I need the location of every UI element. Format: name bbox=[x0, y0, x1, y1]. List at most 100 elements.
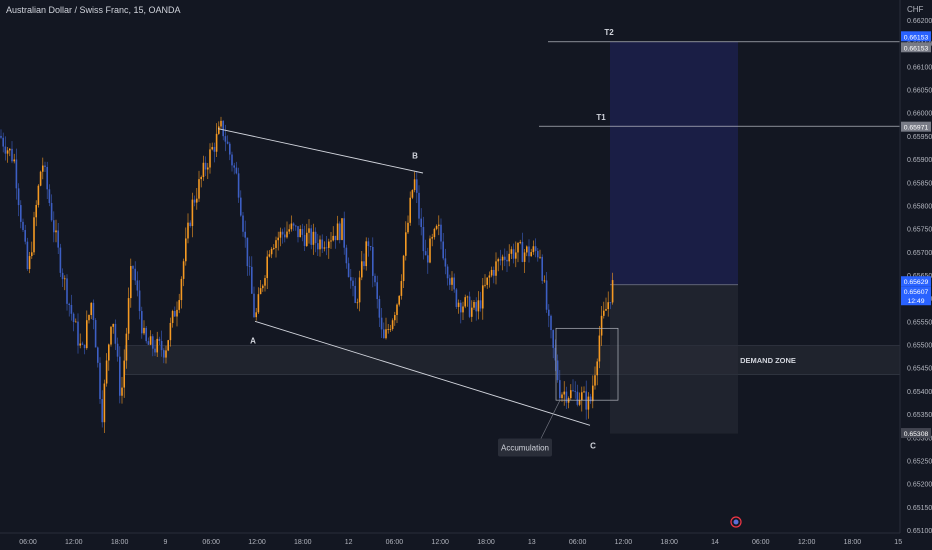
candle-body bbox=[611, 280, 614, 303]
candle-body bbox=[495, 261, 497, 276]
candle-body bbox=[297, 226, 299, 238]
candle-body bbox=[24, 230, 26, 242]
candle-body bbox=[519, 241, 521, 243]
candle-body bbox=[424, 251, 427, 256]
candle-body bbox=[332, 235, 334, 241]
candle-body bbox=[28, 256, 31, 270]
candle-body bbox=[365, 241, 367, 267]
price-label-box bbox=[901, 276, 931, 287]
candle-body bbox=[233, 165, 235, 168]
candle-body bbox=[116, 343, 119, 357]
candle-body bbox=[92, 302, 95, 321]
time-axis[interactable]: 06:00 12:00 18:00 9 06:00 12:00 18:00 12 06:00 12… bbox=[0, 516, 902, 546]
candle-body bbox=[400, 281, 403, 296]
candle-body bbox=[521, 241, 524, 262]
candle-body bbox=[39, 171, 42, 186]
candle-body bbox=[255, 312, 257, 318]
currency-label: CHF bbox=[907, 5, 924, 14]
candle-body bbox=[583, 391, 585, 393]
time-tick-label: 15 bbox=[894, 539, 902, 546]
candle-body bbox=[220, 120, 222, 127]
candle-body bbox=[215, 133, 218, 152]
candle-body bbox=[493, 269, 495, 276]
candle-body bbox=[581, 392, 583, 401]
candle-body bbox=[435, 225, 438, 229]
candle-body bbox=[229, 143, 231, 155]
candle-body bbox=[277, 237, 279, 241]
candle-body bbox=[594, 375, 596, 386]
candle-body bbox=[321, 239, 323, 249]
price-tick-label: 0.65100 bbox=[907, 528, 932, 535]
candle-body bbox=[244, 231, 246, 238]
candle-body bbox=[402, 255, 405, 282]
candle-body bbox=[572, 390, 574, 391]
candle-body bbox=[512, 249, 515, 259]
price-tick-label: 0.65700 bbox=[907, 250, 932, 257]
price-tick-label: 0.65400 bbox=[907, 389, 932, 396]
candle-body bbox=[449, 278, 451, 285]
candle-body bbox=[259, 288, 262, 295]
candle-body bbox=[204, 162, 207, 170]
time-tick-label: 06:00 bbox=[569, 539, 587, 546]
candle-body bbox=[301, 229, 304, 235]
candle-body bbox=[275, 240, 277, 248]
candle-body bbox=[237, 173, 240, 198]
candle-body bbox=[380, 317, 383, 330]
candle-body bbox=[409, 197, 411, 223]
candle-body bbox=[125, 333, 128, 361]
candle-body bbox=[253, 293, 255, 318]
candle-body bbox=[411, 190, 414, 198]
candle-body bbox=[50, 203, 53, 221]
candle-body bbox=[325, 247, 328, 249]
candle-body bbox=[563, 391, 565, 395]
candle-body bbox=[510, 249, 513, 254]
candle-body bbox=[387, 329, 389, 330]
candle-body bbox=[462, 306, 464, 313]
candle-body bbox=[440, 224, 442, 242]
drawings-layer: Accumulation A B C DEMAND ZONE T1 T2 bbox=[217, 28, 900, 457]
candle-body bbox=[548, 309, 550, 316]
point-a-label: A bbox=[250, 337, 256, 346]
candle-body bbox=[167, 340, 169, 351]
candle-body bbox=[416, 179, 418, 193]
candle-body bbox=[490, 269, 493, 276]
candle-body bbox=[165, 350, 167, 358]
candle-body bbox=[66, 278, 68, 304]
candle-body bbox=[457, 302, 460, 307]
candle-body bbox=[466, 296, 469, 298]
candle-body bbox=[138, 290, 141, 312]
demand-zone-label: DEMAND ZONE bbox=[740, 356, 796, 365]
candle-body bbox=[545, 280, 548, 310]
candle-body bbox=[147, 341, 150, 345]
candle-body bbox=[53, 220, 55, 233]
candle-body bbox=[383, 329, 385, 339]
candle-body bbox=[119, 356, 121, 396]
candle-body bbox=[121, 387, 123, 396]
candle-body bbox=[497, 259, 499, 262]
candle-body bbox=[240, 197, 242, 216]
candle-body bbox=[310, 228, 312, 245]
time-tick-label: 06:00 bbox=[386, 539, 404, 546]
candle-body bbox=[396, 304, 398, 316]
candle-body bbox=[354, 285, 356, 303]
candle-body bbox=[405, 232, 407, 256]
candle-body bbox=[57, 230, 59, 248]
candle-body bbox=[61, 272, 64, 280]
candle-body bbox=[341, 218, 343, 240]
candle-body bbox=[339, 223, 341, 240]
candle-body bbox=[231, 154, 233, 166]
candle-body bbox=[451, 277, 453, 285]
price-tick-label: 0.65750 bbox=[907, 227, 932, 234]
candle-body bbox=[55, 230, 57, 233]
candle-body bbox=[176, 309, 178, 317]
candle-body bbox=[609, 302, 612, 304]
candle-body bbox=[537, 250, 539, 258]
candle-body bbox=[605, 309, 607, 311]
candle-body bbox=[266, 256, 268, 279]
candle-body bbox=[187, 222, 189, 239]
candle-body bbox=[528, 246, 530, 257]
candle-body bbox=[561, 394, 563, 399]
candle-body bbox=[178, 300, 180, 310]
candle-body bbox=[468, 296, 471, 317]
